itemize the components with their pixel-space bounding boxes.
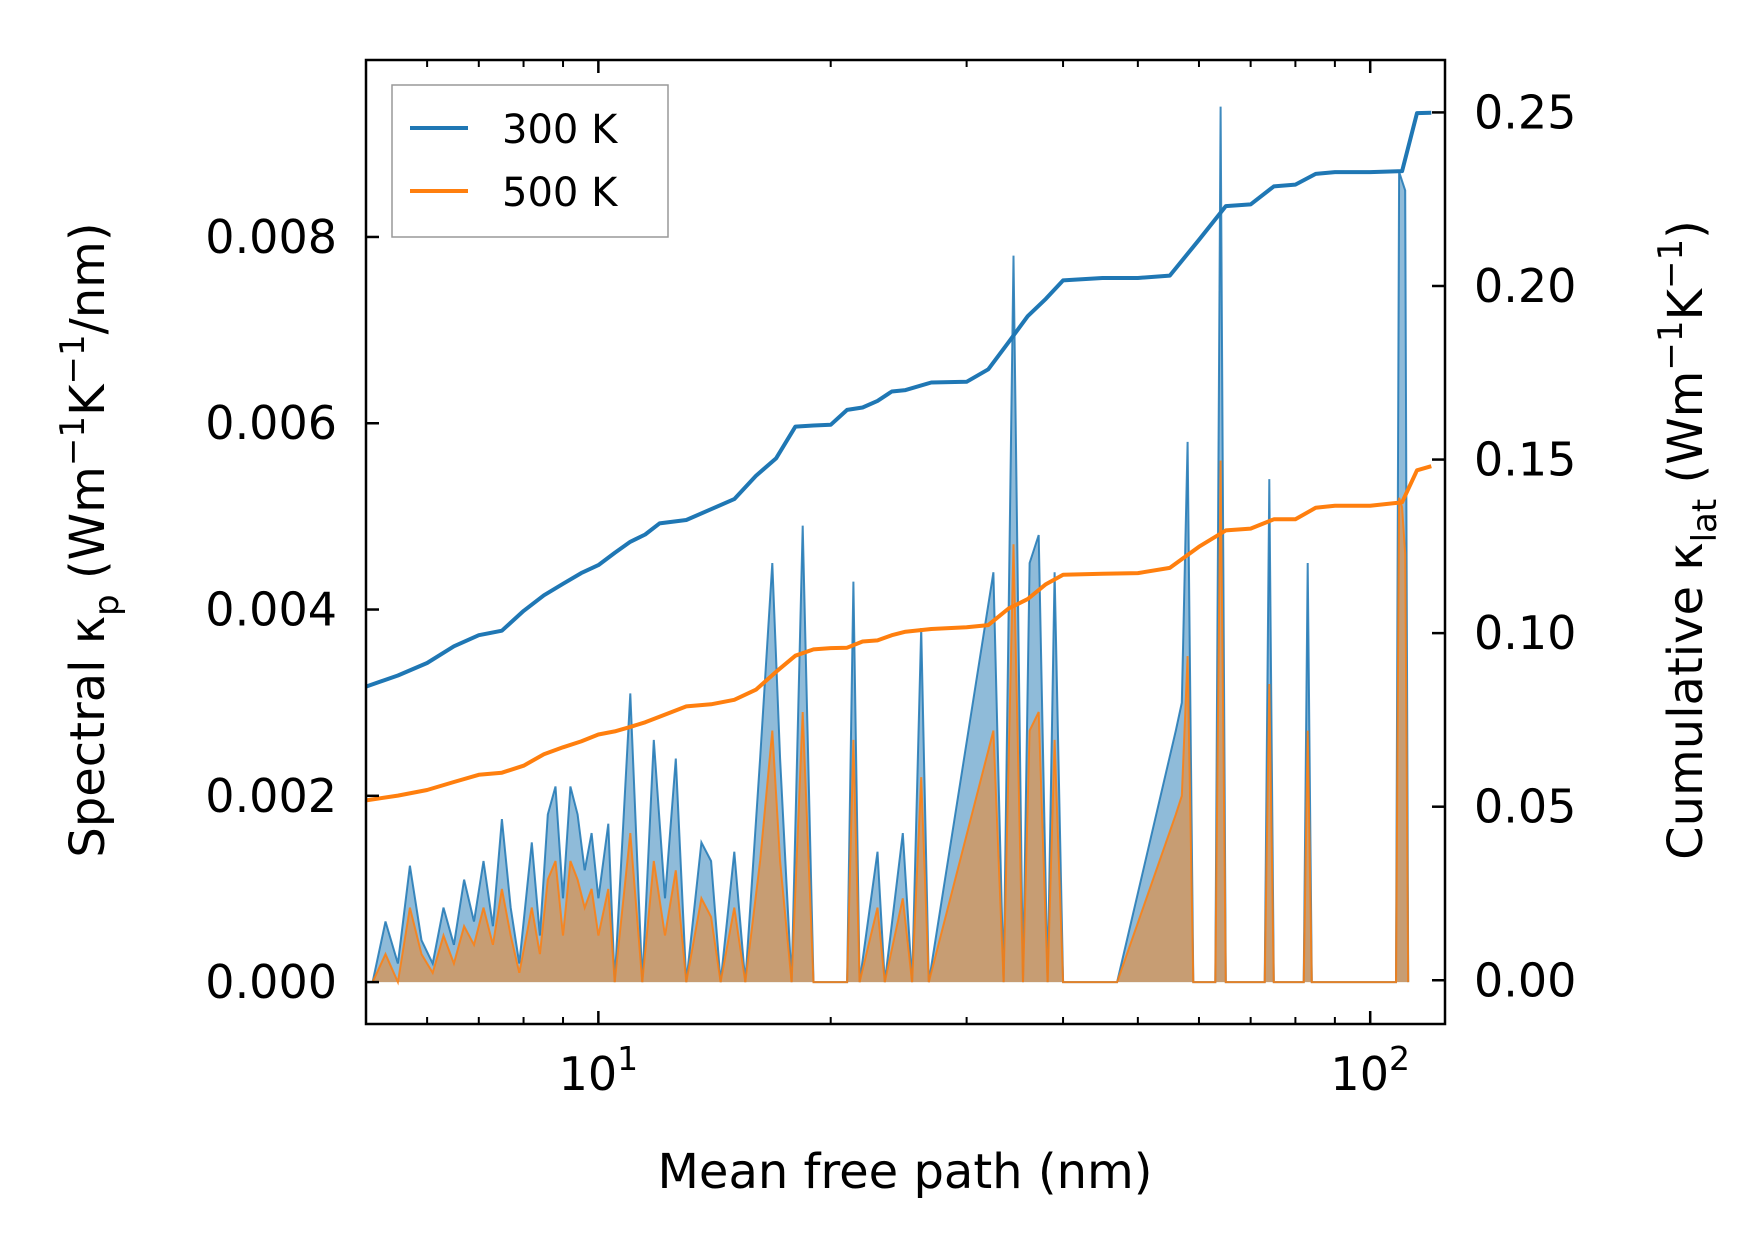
legend-label-300k: 300 K	[502, 107, 619, 153]
x-axis-title: Mean free path (nm)	[658, 1144, 1153, 1200]
legend-label-500k: 500 K	[502, 170, 619, 216]
cumulative-line-500k	[366, 464, 1432, 803]
y-left-tick-label: 0.004	[205, 583, 337, 637]
y-right-tick-label: 0.05	[1474, 780, 1576, 834]
y-left-tick-label: 0.002	[205, 769, 337, 823]
y-left-tick-label: 0.000	[205, 955, 337, 1009]
y-left-tick-label: 0.006	[205, 396, 337, 450]
series-layer	[366, 106, 1432, 986]
y-axis-title-right: Cumulative κlat (Wm−1K−1)	[1651, 220, 1725, 860]
x-tick-label: 102	[1330, 1039, 1410, 1101]
legend-frame	[391, 84, 669, 238]
ticks-layer: 101 102 0.000 0.002 0.004 0.006 0.008 0.00 0.05 0…	[205, 60, 1576, 1101]
cumulative-line-300k	[366, 110, 1432, 689]
plot-frame	[364, 58, 1447, 1026]
spectral-line-500k	[371, 460, 1410, 986]
y-right-tick-label: 0.00	[1474, 953, 1576, 1007]
spectral-area-300k	[372, 106, 1409, 983]
y-right-tick-label: 0.10	[1474, 606, 1576, 660]
y-axis-title-left: Spectral κp (Wm−1K−1/nm)	[53, 222, 127, 857]
y-right-tick-label: 0.25	[1474, 85, 1576, 139]
y-left-tick-label: 0.008	[205, 210, 337, 264]
y-right-tick-label: 0.20	[1474, 259, 1576, 313]
y-right-tick-label: 0.15	[1474, 433, 1576, 487]
legend: 300 K 500 K	[391, 84, 669, 238]
x-tick-label: 101	[559, 1039, 639, 1101]
